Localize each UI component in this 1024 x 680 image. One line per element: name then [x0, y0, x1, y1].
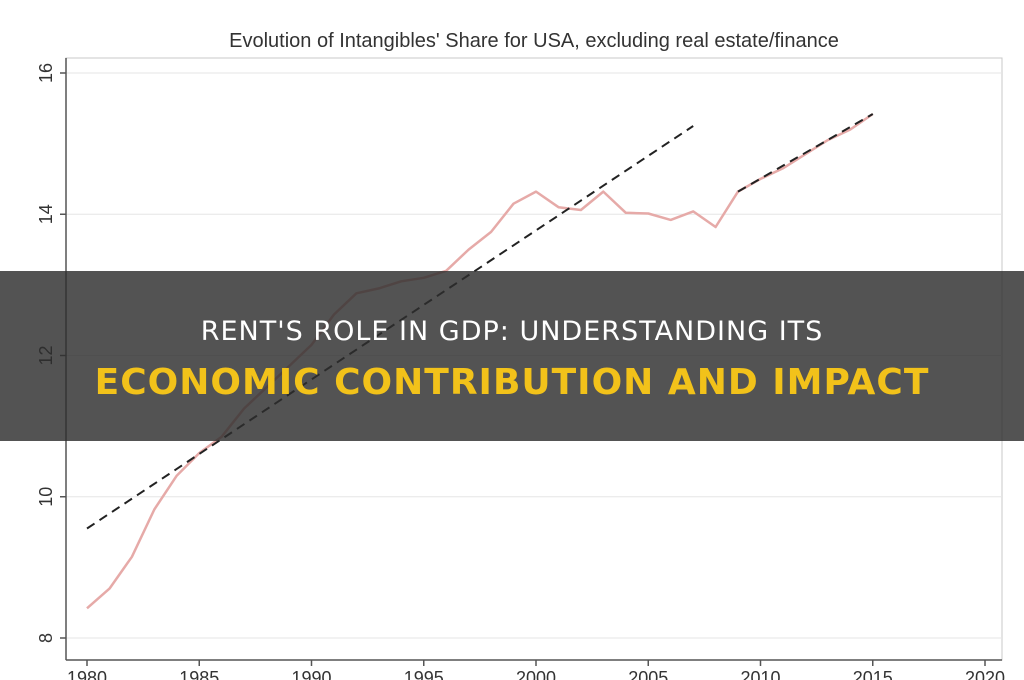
- x-tick-label: 1985: [179, 668, 219, 680]
- headline-line-1: RENT'S ROLE IN GDP: UNDERSTANDING ITS: [200, 316, 824, 347]
- x-tick-label: 2005: [628, 668, 668, 680]
- x-tick-label: 1990: [291, 668, 331, 680]
- y-tick-label: 16: [36, 63, 56, 83]
- x-tick-label: 1980: [67, 668, 107, 680]
- y-tick-label: 8: [36, 633, 56, 643]
- trend-line-2: [737, 113, 874, 193]
- x-tick-label: 2020: [965, 668, 1005, 680]
- x-tick-label: 2000: [516, 668, 556, 680]
- x-tick-label: 1995: [404, 668, 444, 680]
- y-tick-label: 14: [36, 204, 56, 224]
- y-tick-label: 10: [36, 487, 56, 507]
- chart-title: Evolution of Intangibles' Share for USA,…: [229, 30, 839, 52]
- x-tick-label: 2010: [740, 668, 780, 680]
- headline-banner: [0, 271, 1024, 441]
- x-tick-label: 2015: [853, 668, 893, 680]
- headline-line-2: ECONOMIC CONTRIBUTION AND IMPACT: [94, 362, 930, 403]
